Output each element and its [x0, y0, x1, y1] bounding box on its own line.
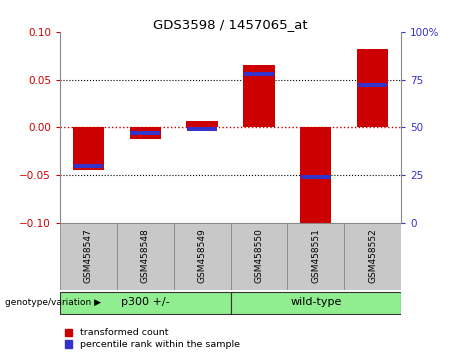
- Text: p300 +/-: p300 +/-: [121, 297, 170, 307]
- Bar: [243, 65, 275, 127]
- Bar: [301, 175, 331, 179]
- Text: GSM458547: GSM458547: [84, 228, 93, 283]
- Title: GDS3598 / 1457065_at: GDS3598 / 1457065_at: [153, 18, 308, 31]
- Bar: [73, 127, 104, 170]
- Bar: [344, 223, 401, 290]
- Bar: [117, 223, 174, 290]
- Bar: [186, 121, 218, 127]
- Text: wild-type: wild-type: [290, 297, 342, 307]
- Bar: [60, 292, 230, 314]
- Bar: [174, 223, 230, 290]
- Text: genotype/variation ▶: genotype/variation ▶: [5, 298, 100, 307]
- Bar: [230, 292, 401, 314]
- Bar: [73, 164, 103, 167]
- Bar: [358, 84, 388, 87]
- Bar: [287, 223, 344, 290]
- Text: GSM458551: GSM458551: [311, 228, 320, 283]
- Legend: transformed count, percentile rank within the sample: transformed count, percentile rank withi…: [65, 329, 240, 349]
- Bar: [357, 49, 388, 127]
- Bar: [300, 127, 331, 228]
- Text: GSM458548: GSM458548: [141, 228, 150, 283]
- Text: GSM458549: GSM458549: [198, 228, 207, 283]
- Bar: [130, 131, 160, 135]
- Text: GSM458552: GSM458552: [368, 228, 377, 283]
- Text: GSM458550: GSM458550: [254, 228, 263, 283]
- Bar: [230, 223, 287, 290]
- Bar: [187, 127, 217, 131]
- Bar: [130, 127, 161, 139]
- Bar: [244, 72, 274, 76]
- Bar: [60, 223, 117, 290]
